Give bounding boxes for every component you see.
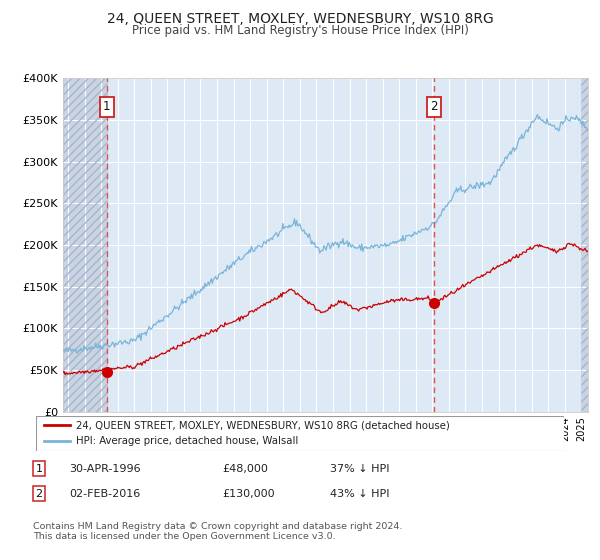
Text: Price paid vs. HM Land Registry's House Price Index (HPI): Price paid vs. HM Land Registry's House … — [131, 24, 469, 36]
Bar — [581, 78, 588, 412]
Text: 1: 1 — [103, 100, 110, 113]
Text: 30-APR-1996: 30-APR-1996 — [69, 464, 140, 474]
Bar — [63, 78, 107, 412]
Text: HPI: Average price, detached house, Walsall: HPI: Average price, detached house, Wals… — [76, 436, 298, 446]
Text: £130,000: £130,000 — [222, 489, 275, 499]
Text: 02-FEB-2016: 02-FEB-2016 — [69, 489, 140, 499]
Text: 37% ↓ HPI: 37% ↓ HPI — [330, 464, 389, 474]
Text: 43% ↓ HPI: 43% ↓ HPI — [330, 489, 389, 499]
Bar — [63, 78, 107, 412]
Text: 24, QUEEN STREET, MOXLEY, WEDNESBURY, WS10 8RG (detached house): 24, QUEEN STREET, MOXLEY, WEDNESBURY, WS… — [76, 421, 449, 431]
Text: £48,000: £48,000 — [222, 464, 268, 474]
Text: 2: 2 — [35, 489, 43, 499]
Text: 24, QUEEN STREET, MOXLEY, WEDNESBURY, WS10 8RG: 24, QUEEN STREET, MOXLEY, WEDNESBURY, WS… — [107, 12, 493, 26]
Text: 1: 1 — [35, 464, 43, 474]
Text: Contains HM Land Registry data © Crown copyright and database right 2024.
This d: Contains HM Land Registry data © Crown c… — [33, 522, 403, 542]
Bar — [581, 78, 588, 412]
Text: 2: 2 — [430, 100, 437, 113]
